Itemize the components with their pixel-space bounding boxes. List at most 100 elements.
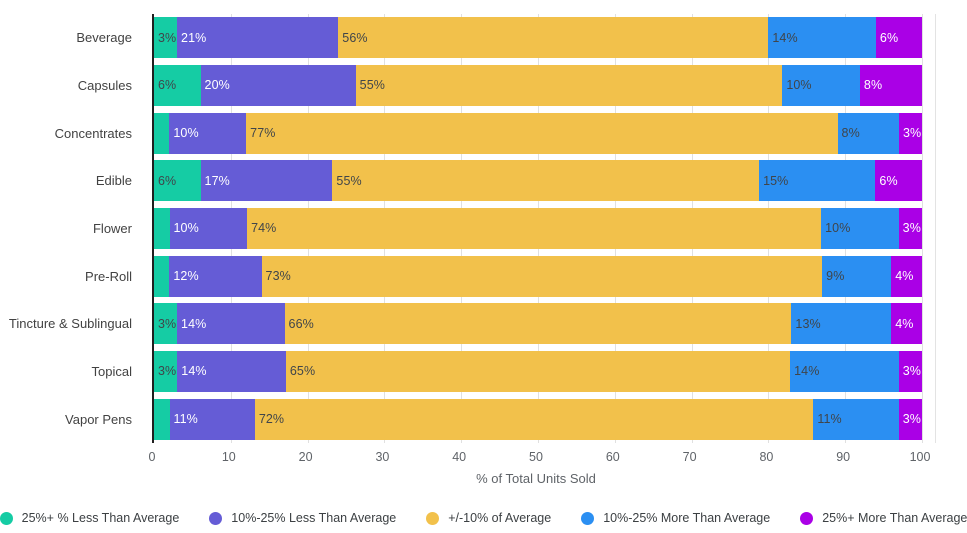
segment-25-less-than-average[interactable] bbox=[154, 255, 170, 297]
segment-10-25-more-than-average[interactable]: 14% bbox=[768, 17, 876, 59]
segment-25-more-than-average[interactable]: 3% bbox=[898, 112, 922, 154]
legend-item-10-25-less-than-average[interactable]: 10%-25% Less Than Average bbox=[209, 511, 396, 525]
segment-label: 3% bbox=[158, 316, 177, 331]
segment-10-25-less-than-average[interactable]: 14% bbox=[177, 350, 286, 392]
segment-label: 9% bbox=[826, 269, 845, 284]
bar-row-vapor-pens: 11% 72% 11% 3% bbox=[154, 395, 922, 443]
segment-10-of-average[interactable]: 66% bbox=[284, 303, 792, 345]
bar-row-beverage: 3% 21% 56% 14% 6% bbox=[154, 14, 922, 62]
segment-10-of-average[interactable]: 73% bbox=[261, 255, 823, 297]
segment-10-25-more-than-average[interactable]: 10% bbox=[782, 64, 860, 106]
segment-10-25-more-than-average[interactable]: 10% bbox=[821, 207, 899, 249]
bar-row-tincture-sublingual: 3% 14% 66% 13% 4% bbox=[154, 300, 922, 348]
x-tick-label: 100 bbox=[909, 450, 931, 464]
bar-row-topical: 3% 14% 65% 14% 3% bbox=[154, 348, 922, 396]
stacked-bar: 10% 77% 8% 3% bbox=[154, 112, 922, 154]
segment-10-of-average[interactable]: 77% bbox=[246, 112, 838, 154]
segment-label: 3% bbox=[902, 221, 921, 236]
segment-10-25-less-than-average[interactable]: 10% bbox=[169, 207, 248, 249]
legend-label: 10%-25% Less Than Average bbox=[231, 511, 397, 525]
segment-10-25-less-than-average[interactable]: 21% bbox=[177, 17, 339, 59]
category-label-pre-roll: Pre-Roll bbox=[85, 268, 132, 284]
segment-10-25-less-than-average[interactable]: 11% bbox=[169, 398, 255, 440]
bar-rows: 3% 21% 56% 14% 6% 6% 20% 55% 10% 8% 10% 77% 8% 3% 6% 17… bbox=[154, 14, 922, 443]
segment-label: 73% bbox=[265, 269, 291, 284]
segment-10-25-more-than-average[interactable]: 8% bbox=[837, 112, 899, 154]
segment-25-more-than-average[interactable]: 3% bbox=[898, 350, 922, 392]
x-axis-ticks: 0 10 20 30 40 50 60 70 80 90 100 bbox=[149, 450, 931, 466]
x-tick-label: 40 bbox=[452, 450, 467, 464]
x-tick-label: 90 bbox=[836, 450, 851, 464]
legend-dot-icon bbox=[581, 511, 595, 525]
segment-label: 14% bbox=[772, 30, 798, 45]
segment-25-more-than-average[interactable]: 4% bbox=[891, 255, 922, 297]
segment-label: 8% bbox=[863, 78, 883, 93]
segment-label: 10% bbox=[786, 78, 812, 93]
segment-label: 11% bbox=[817, 412, 842, 427]
segment-10-25-less-than-average[interactable]: 12% bbox=[169, 255, 262, 297]
segment-label: 72% bbox=[258, 412, 285, 427]
segment-label: 4% bbox=[895, 269, 914, 284]
plot-right-border bbox=[935, 14, 936, 443]
segment-label: 3% bbox=[158, 30, 177, 45]
legend-item-10-25-more-than-average[interactable]: 10%-25% More Than Average bbox=[581, 511, 770, 525]
stacked-bar: 12% 73% 9% 4% bbox=[154, 255, 922, 297]
segment-10-of-average[interactable]: 55% bbox=[332, 160, 760, 202]
legend-dot-icon bbox=[209, 511, 223, 525]
segment-label: 12% bbox=[173, 269, 199, 284]
segment-10-25-more-than-average[interactable]: 15% bbox=[759, 160, 876, 202]
segment-25-more-than-average[interactable]: 6% bbox=[875, 17, 922, 59]
x-tick-label: 60 bbox=[605, 450, 620, 464]
segment-10-25-more-than-average[interactable]: 11% bbox=[813, 398, 899, 440]
segment-25-less-than-average[interactable]: 6% bbox=[154, 160, 201, 202]
segment-10-of-average[interactable]: 72% bbox=[254, 398, 814, 440]
segment-25-more-than-average[interactable]: 8% bbox=[859, 64, 922, 106]
segment-25-less-than-average[interactable]: 3% bbox=[154, 303, 178, 345]
segment-25-less-than-average[interactable]: 6% bbox=[154, 64, 201, 106]
segment-10-25-more-than-average[interactable]: 13% bbox=[791, 303, 892, 345]
segment-25-more-than-average[interactable]: 3% bbox=[898, 207, 922, 249]
segment-25-more-than-average[interactable]: 4% bbox=[891, 303, 922, 345]
segment-label: 20% bbox=[204, 78, 230, 93]
segment-25-more-than-average[interactable]: 6% bbox=[875, 160, 922, 202]
stacked-bar: 6% 20% 55% 10% 8% bbox=[154, 64, 922, 106]
segment-10-25-less-than-average[interactable]: 20% bbox=[200, 64, 356, 106]
segment-label: 10% bbox=[173, 126, 199, 141]
segment-10-25-less-than-average[interactable]: 10% bbox=[169, 112, 247, 154]
segment-10-25-less-than-average[interactable]: 17% bbox=[200, 160, 333, 202]
segment-25-less-than-average[interactable] bbox=[154, 398, 170, 440]
segment-25-less-than-average[interactable]: 3% bbox=[154, 350, 178, 392]
segment-label: 3% bbox=[158, 364, 177, 379]
segment-10-of-average[interactable]: 74% bbox=[247, 207, 822, 249]
segment-label: 6% bbox=[879, 30, 899, 45]
category-label-beverage: Beverage bbox=[76, 30, 132, 46]
segment-label: 13% bbox=[795, 316, 821, 331]
segment-label: 6% bbox=[158, 78, 177, 93]
segment-10-of-average[interactable]: 65% bbox=[285, 350, 791, 392]
segment-25-less-than-average[interactable] bbox=[154, 112, 170, 154]
bar-row-flower: 10% 74% 10% 3% bbox=[154, 205, 922, 253]
segment-label: 3% bbox=[902, 412, 921, 427]
segment-label: 4% bbox=[895, 316, 914, 331]
segment-10-of-average[interactable]: 56% bbox=[338, 17, 769, 59]
gridline bbox=[922, 14, 923, 443]
legend-item-25-less-than-average[interactable]: 25%+ % Less Than Average bbox=[0, 511, 179, 525]
legend-item-10-of-average[interactable]: +/-10% of Average bbox=[426, 511, 551, 525]
legend-label: 25%+ More Than Average bbox=[822, 511, 967, 525]
segment-label: 8% bbox=[841, 126, 860, 141]
legend-label: +/-10% of Average bbox=[448, 511, 552, 525]
segment-25-less-than-average[interactable] bbox=[154, 207, 170, 249]
legend-dot-icon bbox=[800, 511, 814, 525]
legend-item-25-more-than-average[interactable]: 25%+ More Than Average bbox=[800, 511, 967, 525]
segment-10-25-more-than-average[interactable]: 14% bbox=[790, 350, 899, 392]
segment-25-less-than-average[interactable]: 3% bbox=[154, 17, 178, 59]
segment-10-of-average[interactable]: 55% bbox=[355, 64, 783, 106]
segment-10-25-more-than-average[interactable]: 9% bbox=[822, 255, 892, 297]
x-tick-label: 30 bbox=[375, 450, 390, 464]
segment-25-more-than-average[interactable]: 3% bbox=[898, 398, 922, 440]
segment-10-25-less-than-average[interactable]: 14% bbox=[177, 303, 285, 345]
legend-label: 10%-25% More Than Average bbox=[603, 511, 771, 525]
segment-label: 77% bbox=[250, 126, 276, 141]
bar-row-concentrates: 10% 77% 8% 3% bbox=[154, 109, 922, 157]
